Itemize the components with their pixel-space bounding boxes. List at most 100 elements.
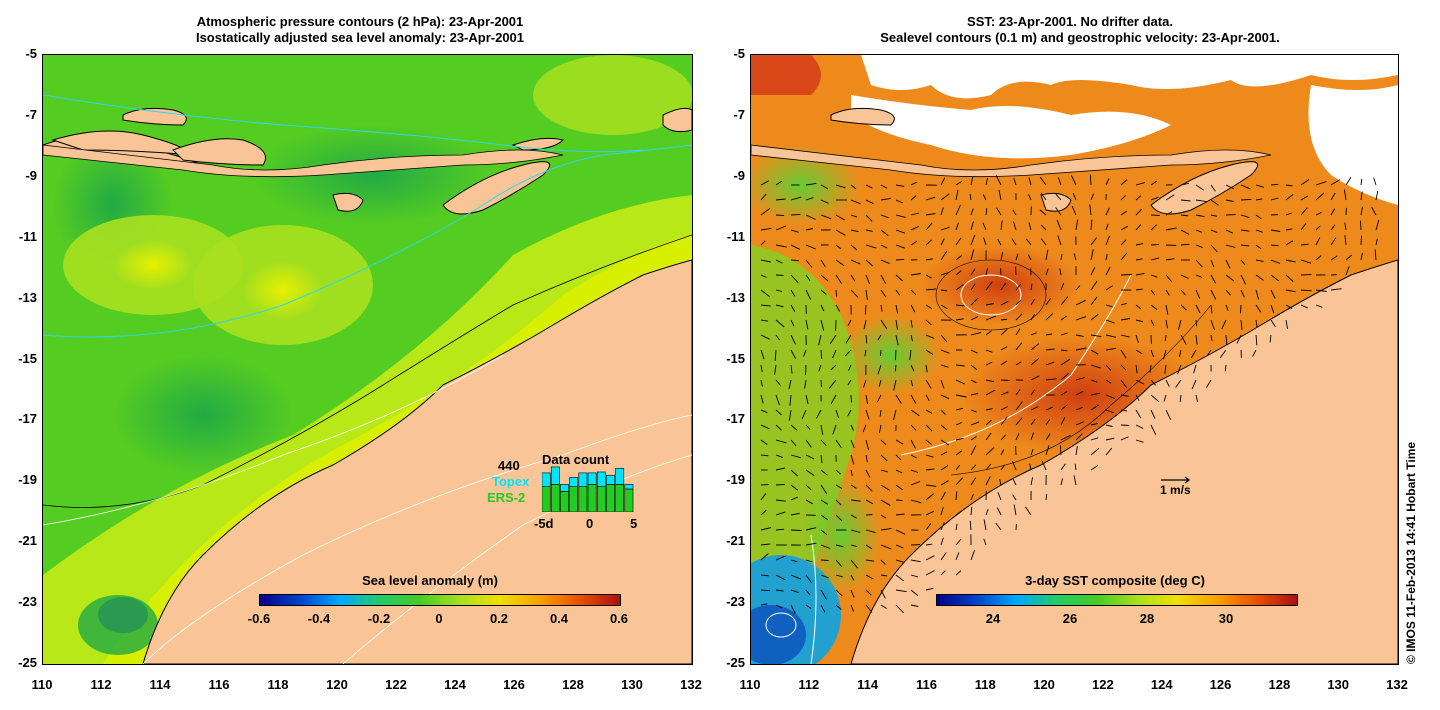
- velocity-arrow: [820, 484, 828, 495]
- velocity-arrow: [775, 319, 785, 328]
- left-x-tick: 114: [149, 677, 171, 692]
- velocity-arrow: [1056, 219, 1062, 231]
- velocity-arrow: [1000, 346, 1008, 351]
- velocity-arrow: [845, 334, 852, 344]
- velocity-arrow: [775, 555, 786, 561]
- velocity-arrow: [940, 349, 950, 354]
- velocity-arrow: [1060, 417, 1066, 426]
- right-x-tick: 114: [857, 677, 879, 692]
- velocity-arrow: [925, 543, 933, 546]
- velocity-arrow: [1090, 314, 1099, 321]
- velocity-arrow: [1330, 288, 1342, 291]
- velocity-arrow: [995, 522, 1002, 531]
- velocity-arrow: [1315, 255, 1322, 261]
- velocity-arrow: [1300, 289, 1312, 292]
- velocity-arrow: [1120, 318, 1130, 321]
- velocity-arrow: [1375, 219, 1380, 231]
- velocity-arrow: [985, 268, 988, 276]
- velocity-arrow: [790, 424, 798, 431]
- velocity-arrow: [805, 274, 811, 282]
- velocity-arrow: [1030, 375, 1040, 381]
- velocity-arrow: [997, 492, 1002, 501]
- velocity-arrow: [1178, 349, 1182, 358]
- velocity-arrow: [1210, 334, 1213, 342]
- velocity-arrow: [850, 469, 853, 477]
- velocity-arrow: [1180, 229, 1190, 235]
- velocity-arrow: [940, 480, 949, 486]
- velocity-arrow: [1090, 267, 1096, 276]
- velocity-arrow: [760, 394, 764, 404]
- right-y-tick: -17: [726, 411, 745, 427]
- velocity-arrow: [1105, 285, 1113, 291]
- velocity-arrow: [925, 555, 935, 561]
- velocity-arrow: [850, 229, 859, 233]
- velocity-arrow: [805, 574, 812, 584]
- velocity-arrow: [940, 379, 945, 389]
- velocity-arrow: [910, 225, 920, 231]
- velocity-arrow: [865, 229, 873, 232]
- velocity-arrow: [1285, 184, 1293, 187]
- velocity-arrow: [803, 349, 807, 357]
- velocity-arrow: [865, 544, 873, 550]
- velocity-arrow: [1255, 319, 1258, 328]
- velocity-arrow: [1135, 288, 1143, 291]
- right-x-tick: 116: [915, 677, 937, 692]
- velocity-arrow: [775, 289, 783, 292]
- velocity-arrow: [970, 208, 974, 216]
- velocity-arrow: [1252, 349, 1257, 357]
- velocity-arrow: [1165, 409, 1172, 420]
- velocity-arrow: [1285, 228, 1293, 231]
- velocity-arrow: [1240, 214, 1250, 219]
- velocity-arrow: [1105, 409, 1114, 414]
- velocity-arrow: [1210, 244, 1218, 253]
- velocity-arrow: [820, 544, 831, 549]
- velocity-arrow: [925, 364, 928, 373]
- velocity-arrow: [816, 409, 822, 419]
- velocity-arrow: [1120, 334, 1130, 338]
- velocity-arrow: [1075, 347, 1087, 351]
- velocity-arrow: [925, 213, 936, 216]
- velocity-arrow: [862, 424, 867, 433]
- velocity-arrow: [1345, 254, 1353, 261]
- velocity-arrow: [1330, 255, 1338, 261]
- velocity-arrow: [1105, 235, 1110, 246]
- velocity-arrow: [805, 604, 812, 609]
- velocity-arrow: [790, 304, 796, 312]
- velocity-arrow: [1315, 225, 1321, 231]
- velocity-arrow: [1060, 332, 1068, 336]
- velocity-arrow: [1013, 221, 1017, 231]
- velocity-arrow: [970, 477, 977, 486]
- velocity-arrow: [910, 394, 917, 404]
- velocity-arrow: [1330, 224, 1336, 231]
- velocity-arrow: [925, 349, 934, 355]
- velocity-arrow: [828, 379, 837, 389]
- velocity-arrow: [1000, 282, 1007, 291]
- velocity-arrow: [1000, 300, 1009, 306]
- velocity-arrow: [760, 543, 771, 546]
- velocity-arrow: [880, 439, 887, 446]
- velocity-arrow: [1150, 289, 1156, 296]
- right-x-tick: 110: [739, 677, 761, 692]
- sea-level-anomaly-map: [42, 54, 693, 665]
- velocity-arrow: [850, 439, 855, 449]
- velocity-arrow: [1075, 377, 1085, 381]
- velocity-arrow: [1089, 204, 1092, 216]
- ers2-count-bar: [542, 486, 551, 512]
- velocity-arrow: [760, 240, 766, 246]
- ers2-count-bar: [587, 484, 597, 512]
- velocity-arrow: [1000, 379, 1010, 381]
- velocity-arrow: [820, 349, 823, 359]
- velocity-arrow: [985, 177, 989, 186]
- velocity-arrow: [955, 364, 965, 367]
- velocity-arrow: [1343, 189, 1347, 201]
- left-x-tick: 130: [621, 677, 643, 692]
- velocity-arrow: [775, 334, 780, 341]
- velocity-arrow: [1120, 195, 1126, 201]
- left-x-tick: 120: [326, 677, 348, 692]
- left-colorbar-label: Sea level anomaly (m): [362, 573, 498, 588]
- velocity-arrow: [1180, 243, 1190, 246]
- velocity-arrow: [1075, 299, 1086, 306]
- velocity-arrow: [895, 484, 903, 491]
- velocity-arrow: [940, 537, 944, 546]
- velocity-arrow: [880, 274, 886, 284]
